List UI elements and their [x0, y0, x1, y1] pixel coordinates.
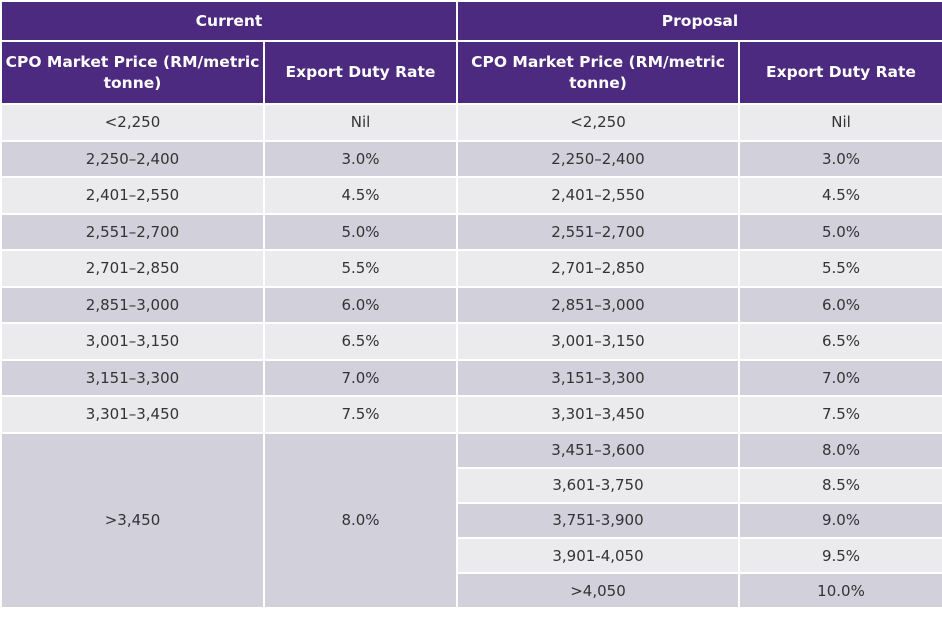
group-header-current: Current [0, 0, 458, 42]
export-duty-table: Current Proposal CPO Market Price (RM/me… [0, 0, 942, 610]
table-row: 3,901-4,050 9.5% [1, 537, 942, 575]
proposal-rate-cell: 9.0% [738, 501, 942, 540]
current-rate-cell: 4.5% [263, 176, 458, 215]
proposal-rate-cell: 5.5% [738, 249, 942, 288]
proposal-rate-cell: 9.5% [738, 537, 942, 575]
proposal-rate-cell: 8.5% [738, 466, 942, 504]
proposal-rate-cell: 6.5% [738, 322, 942, 361]
current-rate-cell: 7.0% [263, 358, 458, 397]
current-rate-cell: 6.5% [263, 322, 458, 361]
current-rate-cell: 3.0% [263, 139, 458, 178]
current-rate-cell: 5.0% [263, 212, 458, 251]
group-header-proposal: Proposal [456, 0, 942, 42]
table-row: >4,050 10.0% [1, 572, 942, 610]
proposal-price-cell: 2,851–3,000 [456, 285, 740, 324]
proposal-price-cell: 3,601-3,750 [456, 466, 740, 504]
proposal-price-cell: 2,701–2,850 [456, 249, 740, 288]
col-header-current-price: CPO Market Price (RM/metric tonne) [0, 40, 265, 105]
current-rate-merged-cell: 8.0% [263, 431, 458, 610]
proposal-price-cell: 3,301–3,450 [456, 395, 740, 434]
table-row: 3,001–3,150 6.5% 3,001–3,150 6.5% [0, 322, 942, 361]
current-price-cell: 3,301–3,450 [0, 395, 265, 434]
col-header-proposal-price: CPO Market Price (RM/metric tonne) [456, 40, 740, 105]
proposal-rate-cell: 6.0% [738, 285, 942, 324]
current-rate-cell: Nil [263, 103, 458, 142]
current-rate-cell: 6.0% [263, 285, 458, 324]
current-price-cell: <2,250 [0, 103, 265, 142]
table-row: 2,401–2,550 4.5% 2,401–2,550 4.5% [0, 176, 942, 215]
proposal-price-cell: 3,451–3,600 [456, 431, 740, 469]
proposal-rate-cell: 10.0% [738, 572, 942, 610]
table-row: 3,151–3,300 7.0% 3,151–3,300 7.0% [0, 358, 942, 397]
proposal-rate-cell: 7.0% [738, 358, 942, 397]
table-row: 3,751-3,900 9.0% [1, 501, 942, 540]
current-rate-cell: 7.5% [263, 395, 458, 434]
proposal-price-cell: 2,250–2,400 [456, 139, 740, 178]
table-row: >3,450 8.0% 3,451–3,600 8.0% [0, 431, 942, 610]
col-header-current-rate: Export Duty Rate [263, 40, 458, 105]
proposal-price-cell: 3,751-3,900 [456, 501, 740, 540]
current-price-cell: 3,151–3,300 [0, 358, 265, 397]
table-row: 3,301–3,450 7.5% 3,301–3,450 7.5% [0, 395, 942, 434]
table-row: <2,250 Nil <2,250 Nil [0, 103, 942, 142]
table-row: 2,701–2,850 5.5% 2,701–2,850 5.5% [0, 249, 942, 288]
current-price-cell: 3,001–3,150 [0, 322, 265, 361]
table-row: 2,551–2,700 5.0% 2,551–2,700 5.0% [0, 212, 942, 251]
proposal-price-cell: 2,551–2,700 [456, 212, 740, 251]
proposal-price-cell: <2,250 [456, 103, 740, 142]
proposal-price-cell: 2,401–2,550 [456, 176, 740, 215]
current-price-merged-cell: >3,450 [0, 431, 265, 610]
proposal-price-cell: 3,151–3,300 [456, 358, 740, 397]
table-row: 2,250–2,400 3.0% 2,250–2,400 3.0% [0, 139, 942, 178]
table-row: 2,851–3,000 6.0% 2,851–3,000 6.0% [0, 285, 942, 324]
col-header-proposal-rate: Export Duty Rate [738, 40, 942, 105]
current-price-cell: 2,701–2,850 [0, 249, 265, 288]
current-rate-cell: 5.5% [263, 249, 458, 288]
proposal-price-cell: 3,001–3,150 [456, 322, 740, 361]
current-price-cell: 2,401–2,550 [0, 176, 265, 215]
proposal-rate-cell: Nil [738, 103, 942, 142]
proposal-rate-cell: 5.0% [738, 212, 942, 251]
current-price-cell: 2,250–2,400 [0, 139, 265, 178]
current-price-cell: 2,551–2,700 [0, 212, 265, 251]
current-price-cell: 2,851–3,000 [0, 285, 265, 324]
proposal-price-cell: 3,901-4,050 [456, 537, 740, 575]
proposal-price-cell: >4,050 [456, 572, 740, 610]
proposal-rate-cell: 8.0% [738, 431, 942, 469]
proposal-rate-cell: 3.0% [738, 139, 942, 178]
proposal-rate-cell: 7.5% [738, 395, 942, 434]
proposal-rate-cell: 4.5% [738, 176, 942, 215]
